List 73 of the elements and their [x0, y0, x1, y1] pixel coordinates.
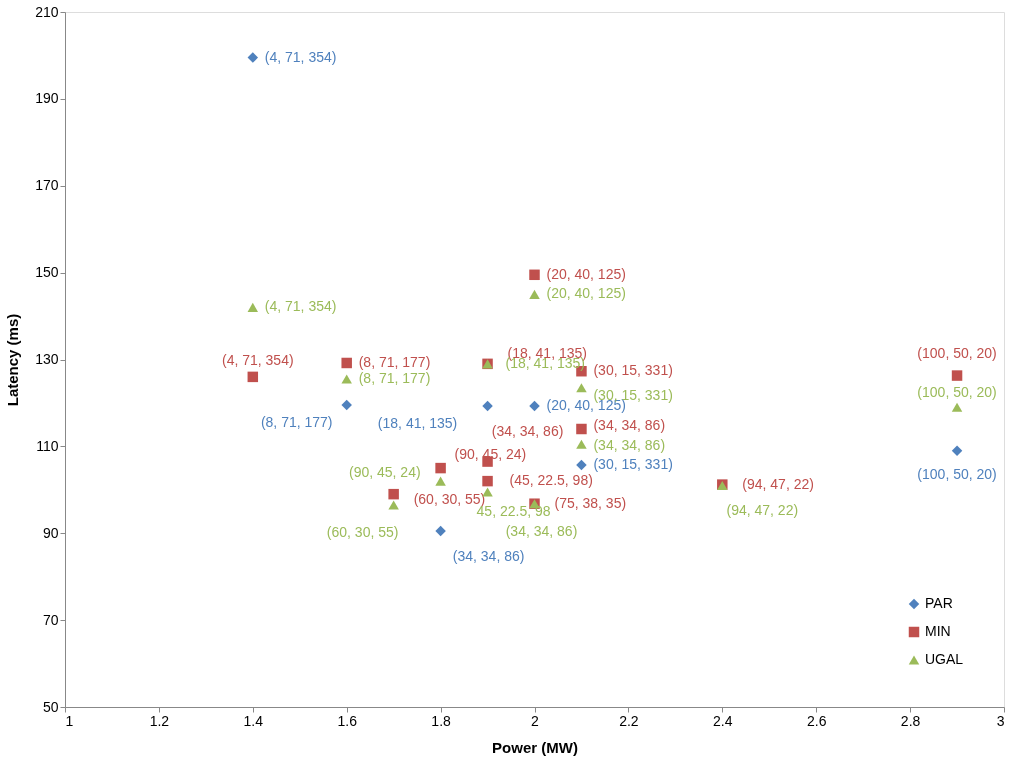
data-label: (94, 47, 22)	[726, 502, 799, 519]
data-label: (8, 71, 177)	[260, 414, 333, 431]
data-label: (20, 40, 125)	[546, 265, 626, 282]
x-tick-label: 1.2	[149, 712, 170, 729]
point	[247, 371, 259, 383]
point	[388, 488, 399, 500]
point	[529, 289, 540, 299]
y-tick-label: 90	[42, 524, 59, 541]
point	[576, 423, 587, 435]
y-tick-label: 210	[35, 3, 59, 20]
legend-label: PAR	[925, 595, 953, 611]
point	[435, 476, 446, 486]
point	[576, 383, 587, 393]
y-tick-label: 130	[35, 351, 59, 367]
y-tick-label: 70	[42, 611, 59, 628]
data-label: (30, 15, 331)	[593, 456, 673, 473]
data-label: (4, 71, 354)	[222, 351, 294, 368]
point	[247, 302, 259, 312]
data-label: (34, 34, 86)	[593, 437, 666, 454]
point	[341, 374, 352, 384]
data-label: (4, 71, 354)	[264, 48, 337, 65]
point	[482, 475, 493, 487]
point	[951, 370, 963, 381]
y-tick-label: 170	[35, 177, 59, 194]
data-label: (100, 50, 20)	[917, 344, 997, 361]
x-tick-label: 1	[65, 712, 74, 729]
point	[576, 459, 587, 471]
point	[435, 525, 446, 537]
data-label: (45, 22.5, 98)	[509, 472, 593, 489]
data-label: (100, 50, 20)	[917, 384, 997, 401]
data-label: (18, 41, 135)	[377, 414, 458, 431]
data-label: (30, 15, 331)	[593, 362, 673, 379]
legend-label: UGAL	[925, 651, 964, 667]
data-label: (100, 50, 20)	[917, 465, 997, 482]
point	[435, 462, 446, 474]
x-tick-label: 2.8	[900, 712, 921, 729]
point	[951, 445, 963, 456]
data-label: (20, 40, 125)	[546, 285, 626, 302]
x-tick-label: 1.8	[431, 712, 452, 729]
data-label: (34, 34, 86)	[491, 422, 564, 439]
x-tick-label: 2	[531, 712, 540, 729]
x-tick-label: 1.4	[243, 712, 264, 729]
point	[951, 402, 963, 412]
point	[576, 439, 587, 449]
data-label: (34, 34, 86)	[593, 417, 666, 433]
data-label: (94, 47, 22)	[742, 475, 814, 492]
data-label: (8, 71, 177)	[358, 353, 431, 370]
y-tick-label: 150	[35, 264, 59, 281]
data-label: (34, 34, 86)	[505, 522, 578, 539]
x-axis-title: Power (MW)	[492, 738, 578, 756]
data-label: (34, 34, 86)	[452, 548, 525, 565]
point	[529, 400, 540, 412]
point	[529, 269, 540, 281]
data-label: (60, 30, 55)	[326, 524, 399, 541]
y-axis-title: Latency (ms)	[4, 313, 22, 407]
y-tick-label: 190	[35, 90, 59, 107]
point	[388, 500, 399, 510]
legend-label: MIN	[925, 623, 951, 639]
data-label: (75, 38, 35)	[554, 494, 627, 511]
data-label: (8, 71, 177)	[358, 370, 431, 387]
y-tick-label: 50	[42, 698, 59, 715]
x-tick-label: 2.2	[619, 712, 639, 729]
x-tick-label: 1.6	[337, 712, 358, 729]
data-label: (4, 71, 354)	[264, 298, 337, 315]
point	[341, 357, 352, 369]
x-tick-label: 3	[996, 712, 1005, 729]
data-label: (90, 45, 24)	[348, 464, 421, 481]
point	[341, 399, 352, 411]
y-tick-label: 110	[36, 437, 59, 454]
x-tick-label: 2.4	[713, 712, 733, 729]
x-tick-label: 2.6	[806, 712, 827, 729]
point	[247, 52, 259, 63]
point	[482, 400, 493, 412]
